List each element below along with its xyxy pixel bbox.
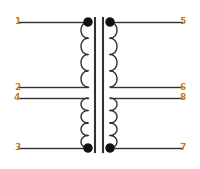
Text: 8: 8	[180, 93, 186, 103]
Circle shape	[84, 18, 92, 26]
Circle shape	[84, 144, 92, 152]
Text: 1: 1	[14, 18, 20, 27]
Text: 5: 5	[180, 18, 186, 27]
Text: 4: 4	[14, 93, 20, 103]
Text: 3: 3	[14, 143, 20, 152]
Text: 6: 6	[180, 82, 186, 91]
Circle shape	[106, 18, 114, 26]
Text: 7: 7	[180, 143, 186, 152]
Text: 2: 2	[14, 82, 20, 91]
Circle shape	[106, 144, 114, 152]
